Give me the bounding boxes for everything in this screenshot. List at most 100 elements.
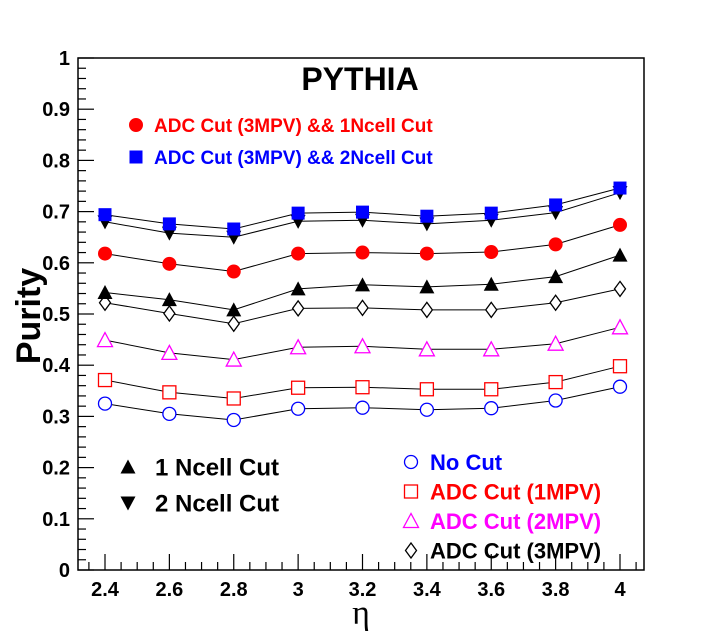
data-point-adc3n1 (548, 237, 563, 252)
legend-marker-adc3n1 (129, 118, 143, 132)
data-point-nocut (548, 393, 563, 408)
data-point-adc3n2 (356, 205, 369, 219)
x-axis-label: η (352, 595, 370, 632)
x-tick-label: 2.8 (220, 579, 248, 601)
data-point-adc3n1 (162, 256, 177, 271)
data-point-adc1 (612, 359, 628, 374)
data-point-adc1 (484, 382, 499, 397)
data-point-adc3n2 (162, 217, 176, 231)
data-point-nocut (419, 402, 435, 417)
data-point-nocut (484, 401, 499, 416)
data-point-adc3 (227, 315, 241, 333)
legend-marker-nocut (403, 454, 419, 470)
data-point-ncell1 (355, 277, 370, 292)
data-point-adc1 (290, 380, 306, 395)
data-point-adc3n2 (98, 208, 112, 222)
y-tick-label: 0.5 (42, 304, 70, 326)
data-point-nocut (162, 406, 177, 421)
legend-label-ncell2: 2 Ncell Cut (155, 491, 279, 518)
data-point-adc3n2 (549, 198, 563, 212)
data-point-ncell1 (226, 302, 242, 317)
data-point-adc3n1 (291, 246, 306, 261)
data-point-ncell1 (419, 279, 435, 294)
data-point-ncell1 (483, 276, 499, 291)
data-point-adc3 (549, 294, 562, 312)
x-tick-label: 3.2 (349, 579, 377, 601)
data-point-ncell1 (161, 292, 177, 307)
legend-label-nocut: No Cut (430, 450, 503, 475)
legend-marker-ncell2 (120, 496, 136, 511)
x-tick-label: 4 (614, 579, 626, 601)
legend-label-ncell1: 1 Ncell Cut (155, 455, 279, 482)
legend-label-adc1: ADC Cut (1MPV) (430, 479, 601, 504)
data-point-adc3 (356, 299, 369, 317)
data-point-adc1 (355, 380, 370, 395)
legend-bottom-left: 1 Ncell Cut 2 Ncell Cut (120, 455, 279, 518)
x-tick-label: 3.4 (413, 579, 442, 601)
data-point-ncell1 (97, 284, 113, 299)
legend-label-adc3n1: ADC Cut (3MPV) && 1Ncell Cut (154, 116, 433, 137)
y-tick-label: 0.3 (42, 406, 70, 428)
data-point-adc3n1 (419, 246, 434, 261)
data-point-adc3n1 (484, 245, 499, 260)
data-point-adc3n1 (613, 217, 627, 232)
x-tick-label: 3 (293, 579, 304, 601)
data-point-adc1 (548, 374, 563, 390)
data-point-adc2 (225, 350, 243, 367)
data-point-adc1 (97, 372, 113, 388)
data-point-adc3n1 (355, 245, 370, 260)
data-point-adc3n2 (420, 209, 434, 223)
data-point-adc1 (162, 385, 177, 400)
data-point-nocut (290, 401, 306, 416)
data-point-adc3n2 (227, 222, 241, 236)
legend-marker-ncell1 (120, 459, 136, 474)
y-tick-label: 0.4 (42, 355, 71, 377)
legend-top: ADC Cut (3MPV) && 1Ncell Cut ADC Cut (3MP… (129, 116, 433, 169)
data-point-nocut (612, 379, 628, 394)
x-tick-label: 2.6 (155, 579, 183, 601)
legend-marker-adc2 (402, 512, 420, 529)
data-point-nocut (97, 396, 113, 411)
y-tick-label: 0.7 (42, 202, 70, 224)
legend-label-adc3: ADC Cut (3MPV) (430, 538, 601, 563)
data-point-adc2 (353, 337, 372, 354)
data-point-nocut (226, 412, 241, 428)
data-point-adc2 (289, 338, 307, 355)
legend-marker-adc3n2 (129, 150, 143, 164)
data-point-adc3n2 (484, 206, 498, 220)
data-point-adc2 (160, 344, 178, 361)
legend-label-adc3n2: ADC Cut (3MPV) && 2Ncell Cut (154, 148, 433, 169)
y-tick-label: 0.8 (42, 150, 70, 172)
data-point-adc1 (226, 391, 241, 406)
y-tick-label: 1 (59, 48, 70, 70)
y-tick-label: 0.6 (42, 253, 70, 275)
y-tick-label: 0.9 (42, 99, 70, 121)
y-tick-label: 0.2 (42, 458, 70, 480)
x-tick-label: 2.4 (91, 579, 120, 601)
y-axis-label: Purity (10, 268, 48, 364)
legend-label-adc2: ADC Cut (2MPV) (430, 509, 601, 534)
data-point-adc3n2 (613, 181, 627, 195)
data-point-adc2 (418, 340, 436, 357)
data-point-adc3 (613, 280, 627, 298)
axes: 0 0.1 0.2 0.3 0.4 0.5 0.6 0.7 0.8 0.9 1 2.4 2.6 2.8 3 3… (42, 48, 637, 601)
x-tick-label: 3.8 (542, 579, 570, 601)
data-point-adc3 (291, 299, 305, 317)
data-point-adc3n1 (98, 246, 112, 261)
chart-title: PYTHIA (301, 61, 418, 97)
legend-marker-adc1 (403, 484, 419, 499)
data-point-adc2 (482, 340, 500, 357)
data-point-adc1 (419, 382, 435, 397)
data-point-ncell1 (612, 247, 628, 262)
data-point-adc2 (547, 334, 565, 351)
data-point-adc2 (611, 318, 629, 335)
data-point-nocut (355, 400, 370, 415)
series-markers (96, 181, 629, 428)
x-tick-label: 3.6 (477, 579, 505, 601)
y-tick-label: 0 (59, 560, 70, 582)
data-point-ncell1 (290, 281, 306, 296)
data-point-adc3n2 (291, 206, 305, 220)
data-point-ncell1 (548, 269, 564, 284)
data-point-adc3 (420, 301, 434, 319)
